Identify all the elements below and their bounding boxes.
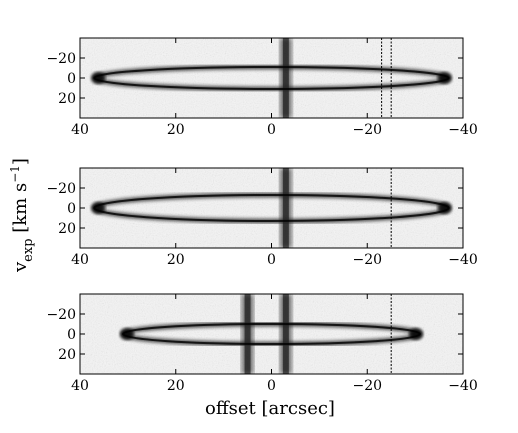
- x-tick-label: 20: [167, 252, 185, 268]
- y-tick-label: 0: [67, 201, 76, 217]
- x-tick-label: −40: [448, 252, 478, 268]
- panel-2: −20 0 20 40 20 0 −20 −40: [46, 167, 478, 268]
- shell-cap: [91, 72, 106, 84]
- x-tick-label: 40: [71, 122, 89, 138]
- y-tick-label: −20: [46, 181, 76, 197]
- y-tick-label: −20: [46, 307, 76, 323]
- y-tick-label: 20: [58, 347, 76, 363]
- x-tick-label: 20: [167, 378, 185, 394]
- panel-image: [80, 168, 463, 248]
- panel-noise: [80, 38, 463, 118]
- stellar-band-core: [282, 294, 289, 374]
- shell-cap: [437, 202, 452, 214]
- x-tick-label: −20: [352, 378, 382, 394]
- x-tick-label: 0: [267, 122, 276, 138]
- y-tick-label: 0: [67, 71, 76, 87]
- x-tick-label: 0: [267, 378, 276, 394]
- shell-cap: [91, 202, 106, 214]
- y-tick-label: −20: [46, 51, 76, 67]
- stellar-band-core: [244, 294, 251, 374]
- shell-cap: [437, 72, 452, 84]
- y-tick-label: 0: [67, 327, 76, 343]
- y-axis-title-unit-close: ]: [10, 158, 31, 165]
- x-tick-label: 20: [167, 122, 185, 138]
- panel-3: −20 0 20 40 20 0 −20 −40: [46, 293, 478, 394]
- y-tick-label: 20: [58, 91, 76, 107]
- stellar-band-core: [282, 38, 289, 118]
- x-tick-label: 0: [267, 252, 276, 268]
- y-axis-title-unit-exp: −1: [8, 165, 22, 183]
- x-tick-label: −40: [448, 122, 478, 138]
- y-axis-title: vexp [km s−1]: [8, 158, 36, 273]
- panel-image: [80, 38, 463, 118]
- x-tick-label: −20: [352, 122, 382, 138]
- panel-noise: [80, 294, 463, 374]
- stellar-band-core: [282, 168, 289, 248]
- panel-1: −20 0 20 40 20 0 −20 −40: [46, 37, 478, 138]
- panel-noise: [80, 168, 463, 248]
- x-tick-label: 40: [71, 252, 89, 268]
- panels-group: −20 0 20 40 20 0 −20 −40 −20 0 20 40 20 0 −20 −40 −20 0 20…: [46, 37, 478, 394]
- x-tick-label: 40: [71, 378, 89, 394]
- shell-cap: [120, 328, 135, 340]
- x-tick-label: −20: [352, 252, 382, 268]
- y-axis-title-unit-open: [km s: [10, 183, 31, 239]
- y-axis-title-sub: exp: [21, 238, 36, 261]
- shell-cap: [408, 328, 423, 340]
- x-tick-label: −40: [448, 378, 478, 394]
- y-tick-label: 20: [58, 221, 76, 237]
- panel-image: [80, 294, 463, 374]
- y-axis-title-main: v: [10, 261, 31, 273]
- x-axis-title: offset [arcsec]: [205, 398, 335, 419]
